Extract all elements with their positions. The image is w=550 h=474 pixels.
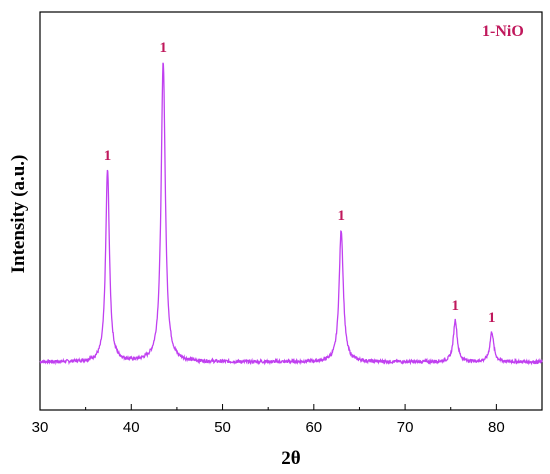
- x-tick-label: 50: [214, 419, 231, 436]
- x-tick-label: 70: [397, 419, 414, 436]
- x-tick-label: 80: [488, 419, 505, 436]
- peak-label: 1: [488, 310, 496, 326]
- series-layer: [39, 62, 543, 366]
- peak-label: 1: [337, 208, 345, 224]
- peak-label: 1: [159, 40, 167, 56]
- plot-area: [39, 11, 543, 411]
- plot-border: [39, 11, 543, 411]
- x-axis-title: 2θ: [281, 448, 301, 469]
- series-line-1-nio: [39, 62, 543, 366]
- x-axis-ticks: 30 40 50 60 70 80: [32, 404, 505, 436]
- peak-label: 1: [104, 148, 112, 164]
- x-tick-label: 60: [305, 419, 322, 436]
- x-tick-label: 30: [32, 419, 49, 436]
- x-tick-label: 40: [123, 419, 140, 436]
- peak-label: 1: [452, 298, 460, 314]
- peak-labels: 1 1 1 1 1: [104, 40, 496, 326]
- legend-label: 1-NiO: [482, 23, 524, 40]
- y-axis-title: Intensity (a.u.): [8, 155, 29, 274]
